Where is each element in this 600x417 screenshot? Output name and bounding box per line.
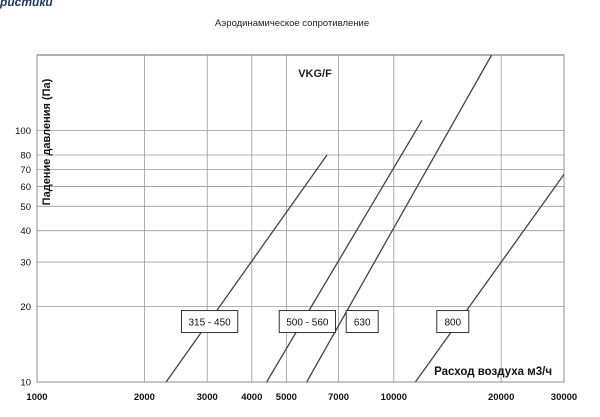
x-tick-label: 4000 — [241, 392, 262, 403]
series-label-3: 630 — [345, 310, 379, 334]
y-axis-ticks: 10 20 30 40 50 60 70 80 100 — [15, 126, 31, 388]
chart-subtitle: VKG/F — [298, 68, 332, 80]
series-label-1: 315 - 450 — [180, 310, 239, 334]
series-label-text: 315 - 450 — [188, 318, 231, 329]
series-line-2 — [266, 119, 423, 383]
series-lines — [165, 54, 565, 383]
x-tick-label: 3000 — [197, 392, 218, 403]
series-label-box — [345, 310, 379, 334]
x-tick-label: 30000 — [551, 392, 577, 403]
series-label-box — [436, 310, 470, 334]
x-tick-label: 1000 — [26, 392, 47, 403]
chart-title: Аэродинамическое сопротивление — [215, 18, 369, 29]
x-tick-label: 7000 — [328, 392, 349, 403]
x-tick-label: 10000 — [381, 392, 407, 403]
y-tick-label: 100 — [15, 126, 31, 137]
series-label-2: 500 - 560 — [278, 310, 337, 334]
x-axis-label: Расход воздуха м3/ч — [434, 366, 552, 378]
y-tick-label: 70 — [20, 165, 31, 176]
series-labels: 315 - 450 500 - 560 630 800 — [180, 310, 470, 334]
y-tick-label: 20 — [20, 302, 31, 313]
series-line-1 — [165, 154, 328, 383]
y-tick-label: 50 — [20, 202, 31, 213]
series-label-text: 630 — [354, 318, 371, 329]
series-label-text: 500 - 560 — [286, 318, 329, 329]
y-tick-label: 30 — [20, 258, 31, 269]
y-axis-label: Падение давления (Па) — [41, 78, 53, 205]
y-tick-label: 60 — [20, 182, 31, 193]
series-line-4 — [414, 174, 565, 383]
series-label-box — [278, 310, 337, 334]
x-tick-label: 2000 — [134, 392, 155, 403]
x-axis-ticks: 1000 2000 3000 4000 5000 7000 10000 20000 30000 — [26, 392, 577, 403]
y-tick-label: 10 — [20, 378, 31, 389]
grid — [36, 55, 565, 383]
page-heading: ристики — [0, 0, 53, 9]
series-label-4: 800 — [436, 310, 470, 334]
y-tick-label: 40 — [20, 226, 31, 237]
y-tick-label: 80 — [20, 151, 31, 162]
series-line-3 — [306, 54, 493, 383]
series-label-text: 800 — [444, 318, 461, 329]
x-tick-label: 5000 — [276, 392, 297, 403]
series-label-box — [180, 310, 239, 334]
x-tick-label: 20000 — [488, 392, 514, 403]
